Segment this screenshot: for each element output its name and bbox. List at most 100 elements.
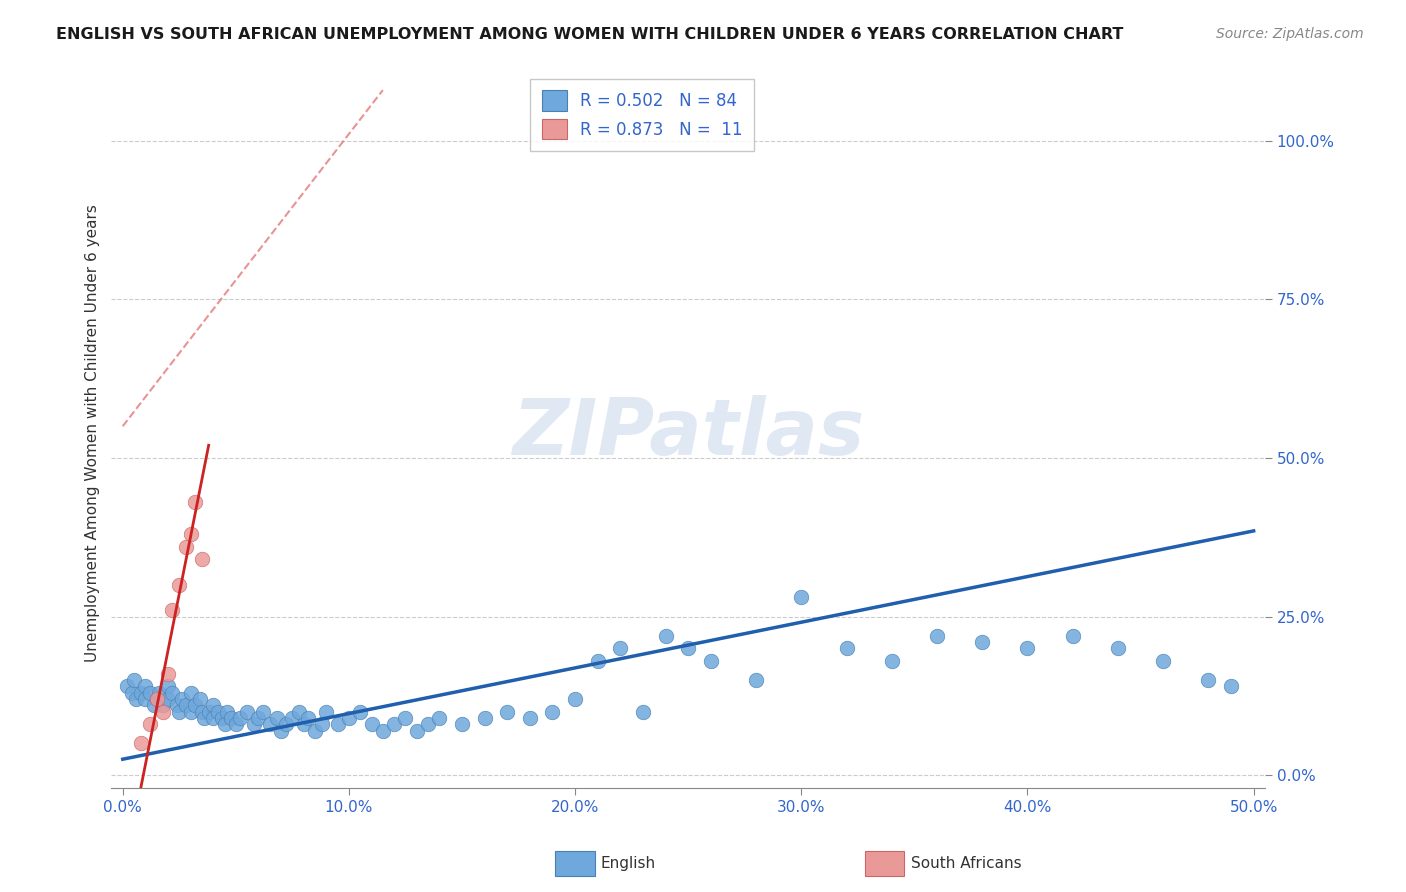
Point [156,692,179,706]
Point [188,692,211,706]
Point [474,711,496,725]
Point [247,711,270,725]
Point [259,717,281,731]
Point [700,654,723,668]
Point [925,628,948,642]
Point [790,591,813,605]
Point [129,736,152,750]
Point [221,711,243,725]
Point [288,705,311,719]
Point [880,654,903,668]
Point [180,685,202,699]
Point [169,578,191,592]
Point [202,698,225,713]
Point [326,717,349,731]
Point [252,705,274,719]
Point [304,723,326,738]
Point [311,717,333,731]
Point [270,723,292,738]
Point [349,705,371,719]
Point [191,552,214,566]
Point [382,717,405,731]
Text: Source: ZipAtlas.com: Source: ZipAtlas.com [1216,27,1364,41]
Point [274,717,297,731]
Point [429,711,451,725]
Point [162,685,184,699]
Point [180,527,202,541]
Point [1220,679,1243,693]
Point [174,698,197,713]
Point [1017,641,1039,656]
Point [266,711,288,725]
Point [184,698,207,713]
Point [405,723,427,738]
Point [586,654,609,668]
Point [371,723,394,738]
Point [129,685,152,699]
Point [145,692,167,706]
Point [281,711,304,725]
Point [229,711,252,725]
Point [134,679,156,693]
Point [1152,654,1174,668]
Point [451,717,474,731]
Point [202,711,225,725]
Point [215,705,238,719]
Point [496,705,519,719]
Point [139,685,162,699]
Point [315,705,337,719]
Point [631,705,654,719]
Point [184,495,207,509]
Point [337,711,360,725]
Point [121,685,143,699]
Point [148,685,170,699]
Point [609,641,631,656]
Point [541,705,564,719]
Text: South Africans: South Africans [911,856,1022,871]
Point [835,641,858,656]
Y-axis label: Unemployment Among Women with Children Under 6 years: Unemployment Among Women with Children U… [86,203,100,662]
Point [236,705,259,719]
Point [122,673,145,687]
Point [297,711,319,725]
Point [416,717,439,731]
Point [174,540,197,554]
Text: English: English [600,856,655,871]
Point [143,698,166,713]
Point [564,692,586,706]
Point [117,679,139,693]
Point [197,705,219,719]
Point [156,679,179,693]
Point [134,692,156,706]
Point [519,711,541,725]
Point [152,705,174,719]
Point [360,717,382,731]
Point [1197,673,1219,687]
Point [243,717,266,731]
Point [180,705,202,719]
Legend: R = 0.502   N = 84, R = 0.873   N =  11: R = 0.502 N = 84, R = 0.873 N = 11 [530,78,754,151]
Point [145,692,167,706]
Point [225,717,247,731]
Point [654,628,676,642]
Text: ZIPatlas: ZIPatlas [512,394,865,471]
Point [1107,641,1129,656]
Point [211,711,233,725]
Point [191,705,214,719]
Point [214,717,236,731]
Point [1062,628,1084,642]
Point [162,603,184,617]
Point [745,673,768,687]
Point [139,717,162,731]
Point [394,711,416,725]
Point [166,698,188,713]
Point [156,666,179,681]
Point [207,705,229,719]
Point [193,711,215,725]
Text: ENGLISH VS SOUTH AFRICAN UNEMPLOYMENT AMONG WOMEN WITH CHILDREN UNDER 6 YEARS CO: ENGLISH VS SOUTH AFRICAN UNEMPLOYMENT AM… [56,27,1123,42]
Point [125,692,148,706]
Point [169,705,191,719]
Point [170,692,193,706]
Point [152,698,174,713]
Point [676,641,699,656]
